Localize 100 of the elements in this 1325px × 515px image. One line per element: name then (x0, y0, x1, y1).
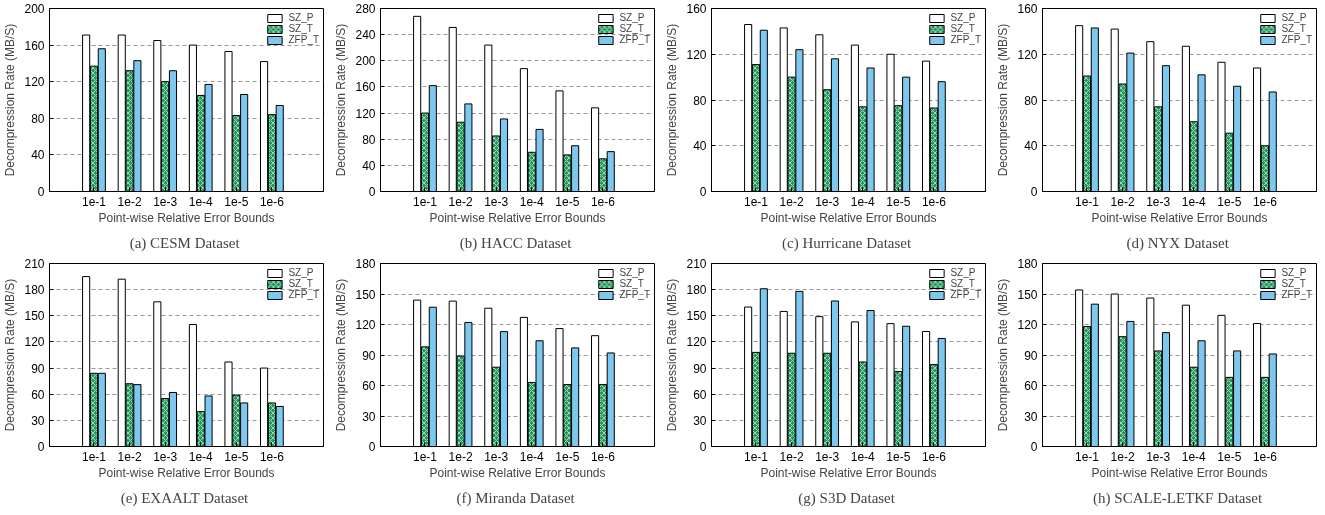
x-tick-label: 1e-1 (1074, 449, 1100, 464)
x-tick-label: 1e-4 (1181, 449, 1207, 464)
y-axis-title: Decompression Rate (MB/S) (334, 23, 349, 177)
legend-label: ZFP_T (950, 289, 981, 300)
legend-label: ZFP_T (1281, 34, 1312, 45)
y-tick-label: 0 (368, 440, 376, 454)
x-tick-label: 1e-6 (259, 194, 285, 209)
legend-label: ZFP_T (619, 289, 650, 300)
x-tick-label: 1e-4 (850, 449, 876, 464)
y-tick-label: 0 (699, 440, 707, 454)
y-axis-title: Decompression Rate (MB/S) (665, 278, 680, 432)
x-axis-title: Point-wise Relative Error Bounds (429, 210, 606, 225)
y-tick-label: 180 (24, 283, 45, 298)
x-tick-label: 1e-5 (224, 194, 249, 209)
x-tick-label: 1e-2 (779, 194, 804, 209)
y-tick-label: 60 (31, 387, 45, 402)
x-tick-label: 1e-3 (1146, 449, 1171, 464)
y-tick-label: 0 (1030, 440, 1038, 454)
x-tick-label: 1e-4 (519, 449, 545, 464)
y-tick-label: 0 (1030, 185, 1038, 199)
y-axis-title: Decompression Rate (MB/S) (3, 23, 18, 177)
y-axis-title: Decompression Rate (MB/S) (334, 278, 349, 432)
y-tick-label: 0 (699, 185, 707, 199)
y-tick-label: 180 (355, 257, 376, 271)
legend-label: SZ_T (950, 278, 975, 289)
x-axis-title: Point-wise Relative Error Bounds (760, 210, 937, 225)
text: (g) S3D Dataset (798, 489, 896, 507)
y-tick-label: 120 (24, 75, 45, 90)
y-tick-label: 150 (686, 309, 707, 324)
x-tick-label: 1e-1 (743, 194, 769, 209)
x-tick-label: 1e-4 (850, 194, 876, 209)
legend-label: SZ_P (288, 267, 314, 278)
y-tick-label: 80 (362, 132, 376, 147)
legend-label: SZ_P (619, 12, 645, 23)
y-tick-label: 120 (1017, 318, 1038, 332)
x-tick-label: 1e-6 (1252, 449, 1278, 464)
text: (a) CESM Dataset (129, 234, 241, 252)
y-tick-label: 120 (24, 335, 45, 350)
y-axis-title: Decompression Rate (MB/S) (996, 23, 1011, 177)
y-tick-label: 0 (37, 440, 45, 454)
x-axis-title: Point-wise Relative Error Bounds (760, 465, 937, 480)
y-tick-label: 280 (355, 2, 376, 16)
y-tick-label: 200 (355, 54, 376, 69)
legend-label: ZFP_T (619, 34, 650, 45)
text: (h) SCALE-LETKF Dataset (1093, 489, 1264, 507)
legend-label: SZ_P (619, 267, 645, 278)
x-tick-label: 1e-5 (1217, 449, 1242, 464)
x-axis-title: Point-wise Relative Error Bounds (98, 465, 275, 480)
x-tick-label: 1e-2 (448, 194, 473, 209)
x-tick-label: 1e-4 (519, 194, 545, 209)
y-axis-title: Decompression Rate (MB/S) (665, 23, 680, 177)
x-tick-label: 1e-5 (555, 194, 580, 209)
y-tick-label: 80 (1024, 93, 1038, 108)
x-tick-label: 1e-2 (117, 194, 142, 209)
x-tick-label: 1e-3 (815, 194, 840, 209)
y-tick-label: 160 (1017, 2, 1038, 16)
x-tick-label: 1e-5 (886, 449, 911, 464)
x-axis-title: Point-wise Relative Error Bounds (1091, 210, 1268, 225)
y-tick-label: 80 (31, 111, 45, 126)
x-tick-label: 1e-4 (188, 194, 214, 209)
legend-label: SZ_T (288, 278, 313, 289)
text: (e) EXAALT Dataset (120, 489, 250, 507)
legend-label: ZFP_T (1281, 289, 1312, 300)
legend-label: SZ_P (288, 12, 314, 23)
legend-label: SZ_T (619, 23, 644, 34)
y-tick-label: 90 (31, 361, 45, 376)
x-tick-label: 1e-1 (81, 449, 107, 464)
x-tick-label: 1e-3 (153, 449, 178, 464)
x-tick-label: 1e-6 (590, 449, 616, 464)
y-tick-label: 90 (693, 361, 707, 376)
y-axis-title: Decompression Rate (MB/S) (996, 278, 1011, 432)
y-tick-label: 120 (686, 335, 707, 350)
legend-label: SZ_P (950, 267, 976, 278)
y-axis-title: Decompression Rate (MB/S) (3, 278, 18, 432)
x-tick-label: 1e-3 (1146, 194, 1171, 209)
legend-label: SZ_T (950, 23, 975, 34)
x-tick-label: 1e-5 (886, 194, 911, 209)
y-tick-label: 160 (686, 2, 707, 16)
y-tick-label: 60 (1024, 379, 1038, 393)
x-tick-label: 1e-1 (1074, 194, 1100, 209)
x-tick-label: 1e-6 (921, 194, 947, 209)
y-tick-label: 40 (1024, 139, 1038, 154)
y-tick-label: 40 (31, 148, 45, 163)
legend-label: SZ_T (619, 278, 644, 289)
x-tick-label: 1e-1 (412, 449, 438, 464)
legend-label: SZ_T (1281, 23, 1306, 34)
x-axis-title: Point-wise Relative Error Bounds (429, 465, 606, 480)
x-tick-label: 1e-2 (1110, 449, 1135, 464)
x-tick-label: 1e-3 (153, 194, 178, 209)
x-tick-label: 1e-3 (484, 449, 509, 464)
legend-label: ZFP_T (288, 289, 319, 300)
y-tick-label: 40 (362, 158, 376, 173)
x-tick-label: 1e-1 (743, 449, 769, 464)
legend-label: ZFP_T (950, 34, 981, 45)
x-tick-label: 1e-2 (779, 449, 804, 464)
y-tick-label: 180 (686, 283, 707, 298)
y-tick-label: 30 (31, 413, 45, 428)
y-tick-label: 150 (1017, 287, 1038, 302)
y-tick-label: 30 (693, 413, 707, 428)
text: (b) HACC Dataset (459, 234, 573, 252)
